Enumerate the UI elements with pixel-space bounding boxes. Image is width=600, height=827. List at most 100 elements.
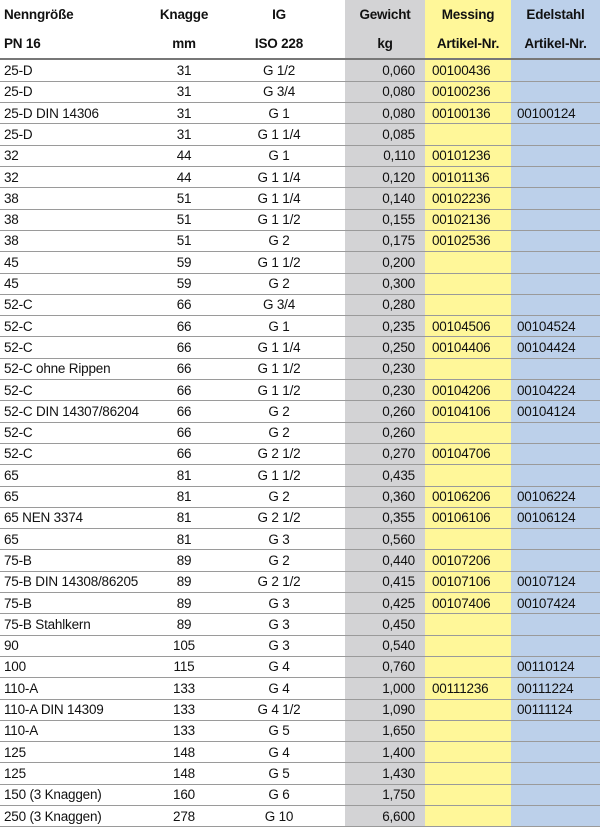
table-cell: G 2 [268, 489, 290, 504]
table-cell: 00106124 [517, 510, 576, 526]
table-cell: G 5 [268, 723, 290, 739]
table-cell: G 1 1/4 [257, 169, 301, 185]
row-rule [0, 528, 600, 530]
table-cell: 32 [4, 148, 19, 164]
table-cell: G 2 [268, 403, 290, 419]
table-cell: G 1 [268, 148, 290, 164]
table-cell: 115 [173, 659, 195, 675]
table-cell: 00102536 [432, 233, 491, 249]
row-rule [0, 379, 600, 380]
table-cell: 32 [4, 169, 19, 185]
table-cell: 52-C [4, 339, 33, 355]
table-cell: G 1 1/4 [257, 190, 301, 206]
row-rule [0, 336, 600, 338]
table-cell: 0,235 [382, 318, 415, 334]
table-cell: 0,060 [382, 63, 415, 78]
table-cell: 100 [4, 659, 26, 675]
row-rule [0, 677, 600, 679]
weight-column-bg [345, 0, 425, 827]
table-cell: 52-C ohne Rippen [4, 361, 111, 377]
table-cell: 25-D [4, 84, 33, 100]
table-cell: 38 [4, 190, 19, 206]
table-cell: 00106224 [517, 489, 576, 504]
table-cell: 110-A [4, 680, 39, 696]
table-cell: 00104106 [432, 403, 491, 419]
table-cell: 0,435 [382, 467, 415, 483]
table-cell: 00110124 [517, 659, 575, 675]
table-cell: 00102236 [432, 190, 491, 206]
table-cell: 278 [173, 808, 195, 824]
table-cell: G 10 [264, 808, 294, 824]
table-cell: 51 [176, 212, 192, 228]
row-rule [0, 229, 600, 231]
table-cell: G 4 1/2 [257, 702, 301, 717]
table-cell: 75-B Stahlkern [4, 616, 91, 632]
table-cell: 89 [176, 552, 192, 568]
table-cell: G 2 1/2 [257, 510, 301, 526]
table-cell: 52-C DIN 14307/86204 [4, 403, 139, 419]
table-cell: 65 NEN 3374 [4, 510, 83, 526]
row-rule [0, 315, 600, 317]
table-cell: 51 [176, 233, 192, 249]
row-rule [0, 251, 600, 253]
table-cell: 89 [176, 595, 192, 611]
table-cell: 00104506 [432, 318, 491, 334]
header-cell: Nenngröße [4, 7, 74, 22]
row-rule [0, 293, 600, 295]
table-cell: 66 [176, 361, 192, 377]
table-cell: 00104406 [432, 339, 491, 355]
table-cell: 51 [176, 190, 192, 206]
table-cell: 0,450 [382, 616, 415, 632]
table-cell: 00104206 [432, 382, 491, 398]
table-cell: 65 [4, 489, 19, 504]
table-cell: 150 (3 Knaggen) [4, 787, 102, 803]
table-cell: 00104424 [517, 339, 576, 355]
row-rule [0, 442, 600, 444]
table-cell: 0,260 [382, 425, 415, 441]
header-rule [0, 58, 600, 60]
row-rule [0, 187, 600, 189]
table-cell: G 6 [268, 787, 290, 803]
table-cell: 1,750 [382, 787, 415, 803]
header-cell: IG [272, 7, 286, 22]
header-cell: Messing [441, 7, 495, 22]
table-cell: 45 [4, 254, 19, 270]
table-cell: 90 [4, 638, 19, 654]
table-cell: 00111124 [517, 702, 573, 717]
row-rule [0, 613, 600, 615]
table-cell: 75-B [4, 552, 32, 568]
table-cell: 75-B [4, 595, 32, 611]
table-cell: 0,360 [382, 489, 415, 504]
row-rule [0, 741, 600, 743]
table-cell: G 1 1/2 [257, 254, 301, 270]
table-cell: 125 [4, 744, 26, 760]
table-cell: 25-D [4, 63, 33, 78]
table-cell: 38 [4, 233, 19, 249]
table-cell: 0,415 [382, 574, 415, 590]
table-cell: 1,430 [382, 765, 415, 781]
table-cell: 00101136 [432, 169, 490, 185]
table-cell: 59 [176, 254, 192, 270]
table-cell: 00107106 [432, 574, 491, 590]
table-cell: 0,260 [382, 403, 415, 419]
table-cell: 52-C [4, 446, 33, 462]
table-cell: 00107424 [517, 595, 576, 611]
table-cell: G 5 [268, 765, 290, 781]
row-rule [0, 570, 600, 572]
table-cell: 0,425 [382, 595, 415, 611]
table-cell: 0,080 [382, 105, 415, 121]
row-rule [0, 464, 600, 466]
table-cell: G 1 1/2 [257, 212, 301, 228]
table-cell: 0,250 [382, 339, 415, 355]
table-cell: 66 [176, 425, 192, 441]
table-cell: G 2 [268, 276, 290, 291]
row-rule [0, 805, 600, 806]
table-cell: 31 [176, 84, 192, 100]
table-cell: 110-A DIN 14309 [4, 702, 104, 717]
table-cell: 52-C [4, 318, 33, 334]
row-rule [0, 592, 600, 593]
table-cell: G 1 1/2 [257, 467, 301, 483]
table-cell: 81 [176, 467, 192, 483]
table-cell: 160 [173, 787, 195, 803]
table-cell: 75-B DIN 14308/86205 [4, 574, 139, 590]
